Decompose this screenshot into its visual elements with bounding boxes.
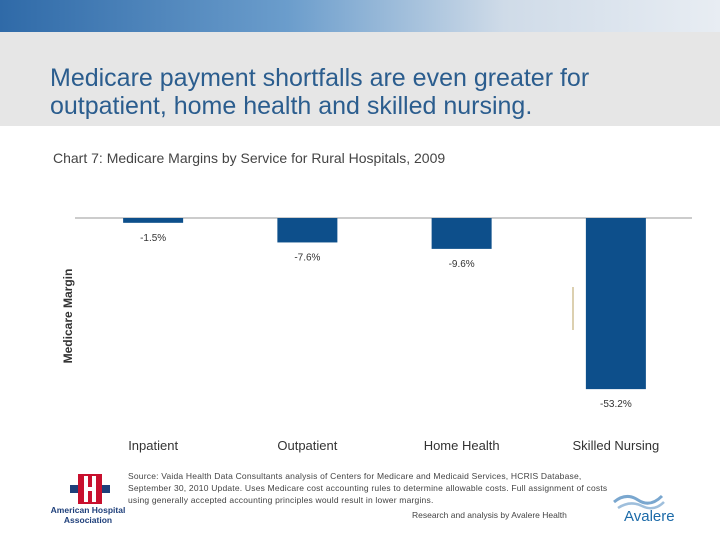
chart-subtitle: Chart 7: Medicare Margins by Service for… bbox=[53, 150, 446, 166]
y-axis-label: Medicare Margin bbox=[61, 269, 75, 364]
category-label: Skilled Nursing bbox=[573, 438, 660, 453]
data-label: -7.6% bbox=[294, 252, 320, 263]
title-band bbox=[0, 32, 720, 126]
data-label: -9.6% bbox=[449, 259, 475, 270]
slide-title: Medicare payment shortfalls are even gre… bbox=[50, 64, 590, 120]
category-label: Home Health bbox=[424, 438, 500, 453]
credit-note: Research and analysis by Avalere Health bbox=[412, 510, 567, 520]
aha-logo-icon bbox=[70, 474, 110, 504]
bar-home-health bbox=[431, 218, 492, 249]
bar-skilled-nursing bbox=[585, 218, 646, 390]
source-note: Source: Vaida Health Data Consultants an… bbox=[128, 471, 608, 505]
category-label: Outpatient bbox=[277, 438, 337, 453]
data-label: -1.5% bbox=[140, 233, 166, 244]
avalere-waves-icon bbox=[613, 494, 665, 510]
data-label: -53.2% bbox=[600, 399, 632, 410]
aha-logo-text: American Hospital Association bbox=[50, 505, 126, 525]
bar-inpatient bbox=[123, 218, 184, 223]
bar-outpatient bbox=[277, 218, 338, 243]
avalere-logo-text: Avalere bbox=[624, 508, 675, 525]
header-gradient-band bbox=[0, 0, 720, 32]
category-label: Inpatient bbox=[128, 438, 178, 453]
